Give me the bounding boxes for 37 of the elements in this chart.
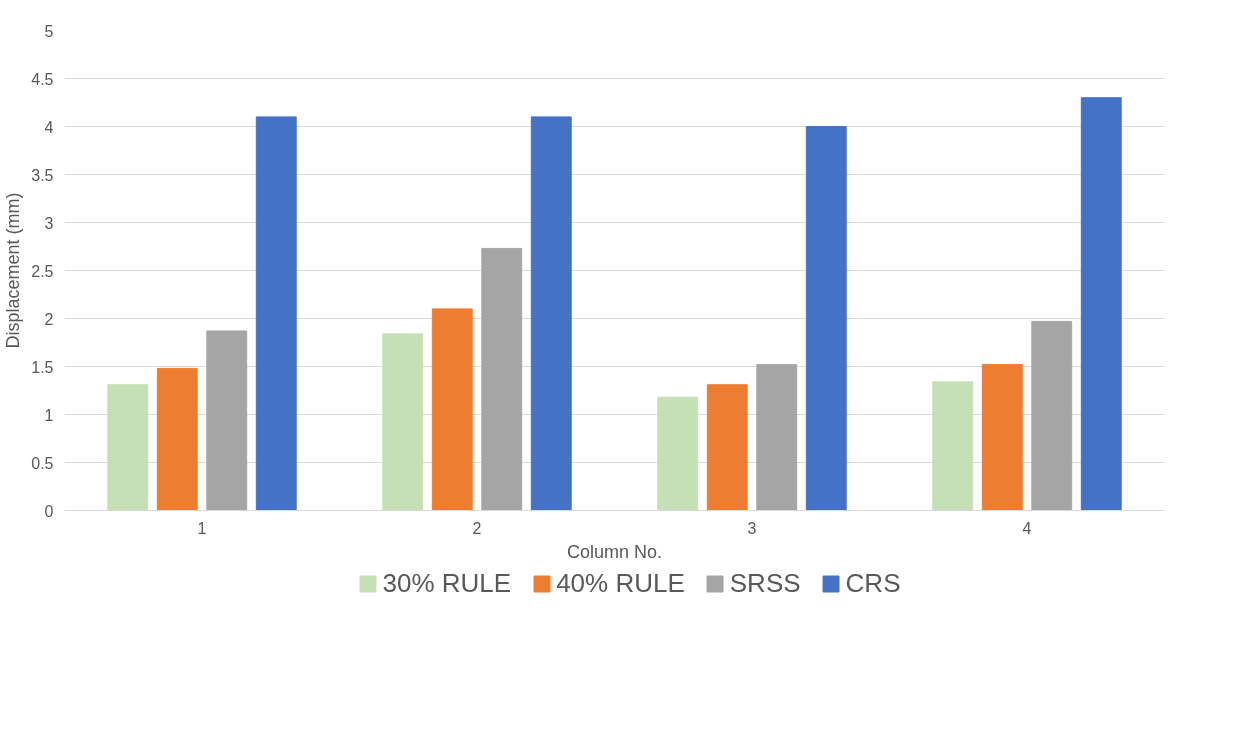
bar xyxy=(1031,320,1073,511)
bar xyxy=(206,330,248,511)
y-tick-label: 5 xyxy=(44,22,54,40)
legend-label: 30% RULE xyxy=(382,567,512,599)
y-tick-label: 2.5 xyxy=(31,262,54,280)
bar xyxy=(481,247,523,511)
legend-label: SRSS xyxy=(729,567,801,599)
x-tick-label: 2 xyxy=(472,519,482,537)
bar xyxy=(107,384,149,511)
bar xyxy=(431,308,473,511)
y-tick-label: 1.5 xyxy=(31,358,54,376)
x-axis-title: Column No. xyxy=(566,541,663,562)
bar xyxy=(657,396,699,511)
x-tick-label: 3 xyxy=(747,519,757,537)
y-tick-label: 4.5 xyxy=(31,70,54,88)
x-tick-label: 4 xyxy=(1022,519,1032,537)
y-tick-label: 2 xyxy=(44,310,54,328)
bar xyxy=(255,116,297,511)
x-tick-label: 1 xyxy=(197,519,207,537)
bar xyxy=(382,333,424,511)
y-tick-label: 1 xyxy=(44,406,54,424)
bar xyxy=(756,364,798,511)
y-tick-label: 0.5 xyxy=(31,454,54,472)
bar xyxy=(805,126,847,511)
y-axis-title: Displacement (mm) xyxy=(3,192,24,349)
bar xyxy=(981,364,1023,511)
bar xyxy=(1080,97,1122,511)
bar xyxy=(932,381,974,511)
bar xyxy=(530,116,572,511)
legend-label: CRS xyxy=(845,567,901,599)
bar xyxy=(156,367,198,511)
bar xyxy=(706,384,748,511)
y-tick-label: 0 xyxy=(44,502,54,520)
y-tick-label: 3.5 xyxy=(31,166,54,184)
y-tick-label: 4 xyxy=(44,118,54,136)
y-tick-label: 3 xyxy=(44,214,54,232)
legend-label: 40% RULE xyxy=(556,567,685,599)
